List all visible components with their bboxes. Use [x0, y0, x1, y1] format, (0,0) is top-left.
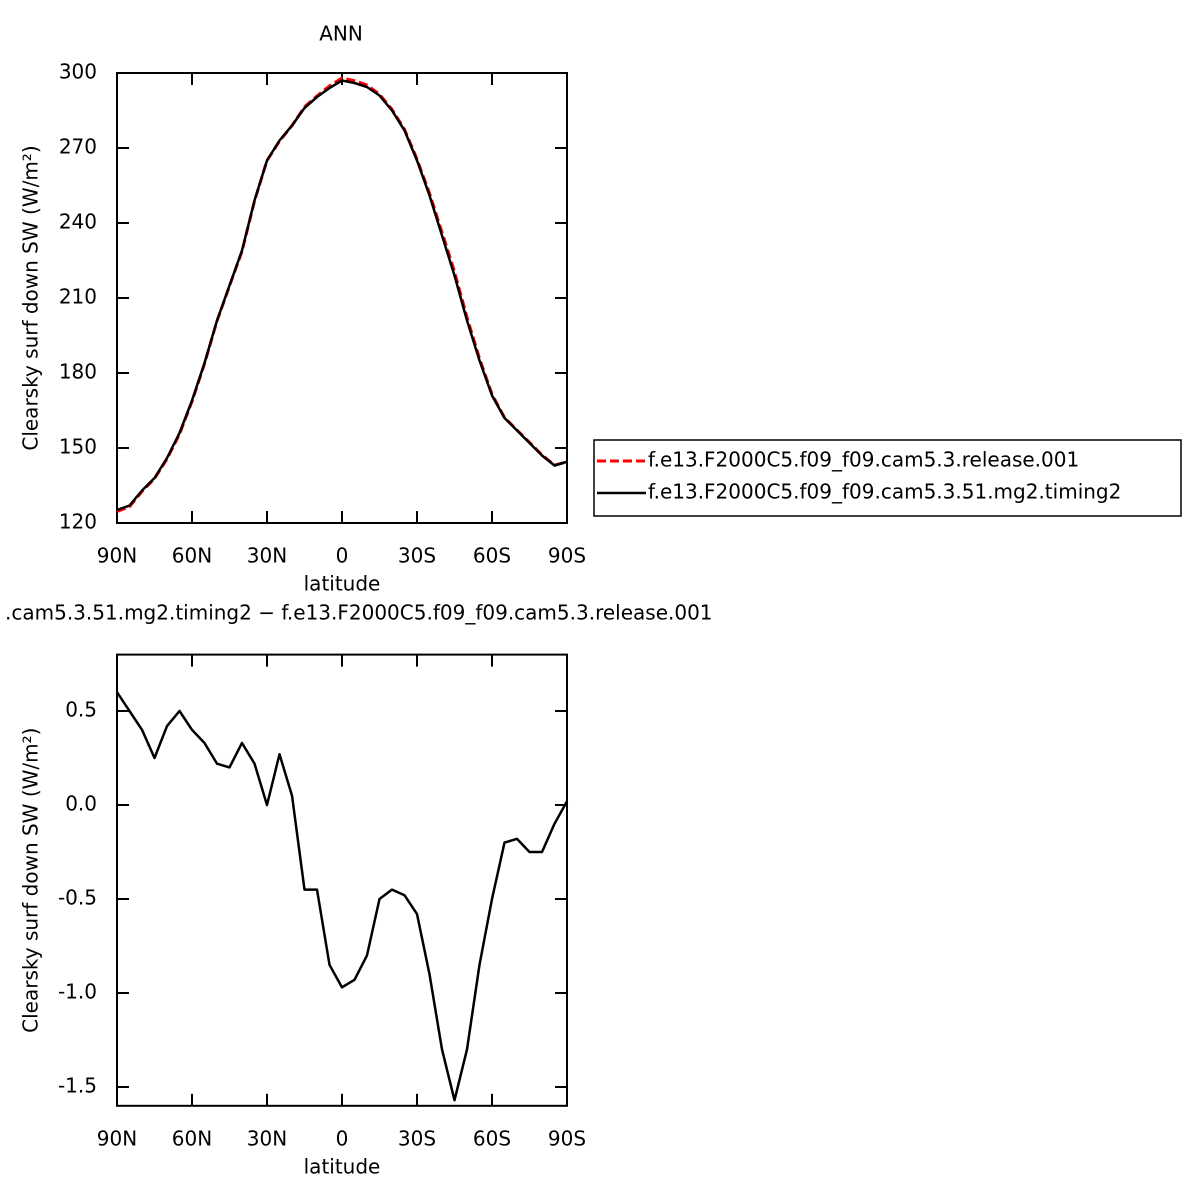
data-line — [115, 691, 569, 1102]
y-tick-label: 150 — [59, 435, 97, 459]
y-axis-label: Clearsky surf down SW (W/m²) — [19, 728, 43, 1033]
y-tick-label: 300 — [59, 60, 97, 84]
x-axis-label: latitude — [304, 572, 381, 596]
y-tick-label: -0.5 — [58, 886, 97, 910]
x-tick-label: 30S — [398, 1126, 436, 1150]
x-tick-label: 0 — [336, 544, 349, 568]
data-line — [116, 79, 568, 512]
y-tick-label: 0.0 — [65, 792, 97, 816]
x-tick-label: 90S — [548, 544, 586, 568]
data-line — [116, 76, 568, 513]
legend-label: f.e13.F2000C5.f09_f09.cam5.3.release.001 — [648, 448, 1079, 472]
x-tick-label: 60S — [473, 544, 511, 568]
y-tick-label: 180 — [59, 360, 97, 384]
y-tick-label: 120 — [59, 510, 97, 534]
x-tick-label: 90N — [97, 544, 137, 568]
x-tick-label: 30S — [398, 544, 436, 568]
y-tick-label: -1.0 — [58, 980, 97, 1004]
y-tick-label: 240 — [59, 210, 97, 234]
x-tick-label: 30N — [247, 544, 287, 568]
x-tick-label: 60N — [172, 544, 212, 568]
y-axis-label: Clearsky surf down SW (W/m²) — [19, 145, 43, 450]
plot-frame — [116, 72, 568, 524]
y-tick-label: 0.5 — [65, 698, 97, 722]
y-tick-label: 270 — [59, 135, 97, 159]
y-tick-label: -1.5 — [58, 1074, 97, 1098]
x-axis-label: latitude — [304, 1154, 381, 1178]
x-tick-label: 60S — [473, 1126, 511, 1150]
y-tick-label: 210 — [59, 285, 97, 309]
x-tick-label: 60N — [172, 1126, 212, 1150]
x-tick-label: 30N — [247, 1126, 287, 1150]
chart-title: .cam5.3.51.mg2.timing2 − f.e13.F2000C5.f… — [5, 601, 713, 625]
x-tick-label: 90S — [548, 1126, 586, 1150]
legend-label: f.e13.F2000C5.f09_f09.cam5.3.51.mg2.timi… — [648, 480, 1121, 504]
x-tick-label: 90N — [97, 1126, 137, 1150]
x-tick-label: 0 — [336, 1126, 349, 1150]
plot-frame — [116, 653, 568, 1107]
legend-box — [593, 439, 1182, 517]
chart-title: ANN — [319, 22, 363, 46]
